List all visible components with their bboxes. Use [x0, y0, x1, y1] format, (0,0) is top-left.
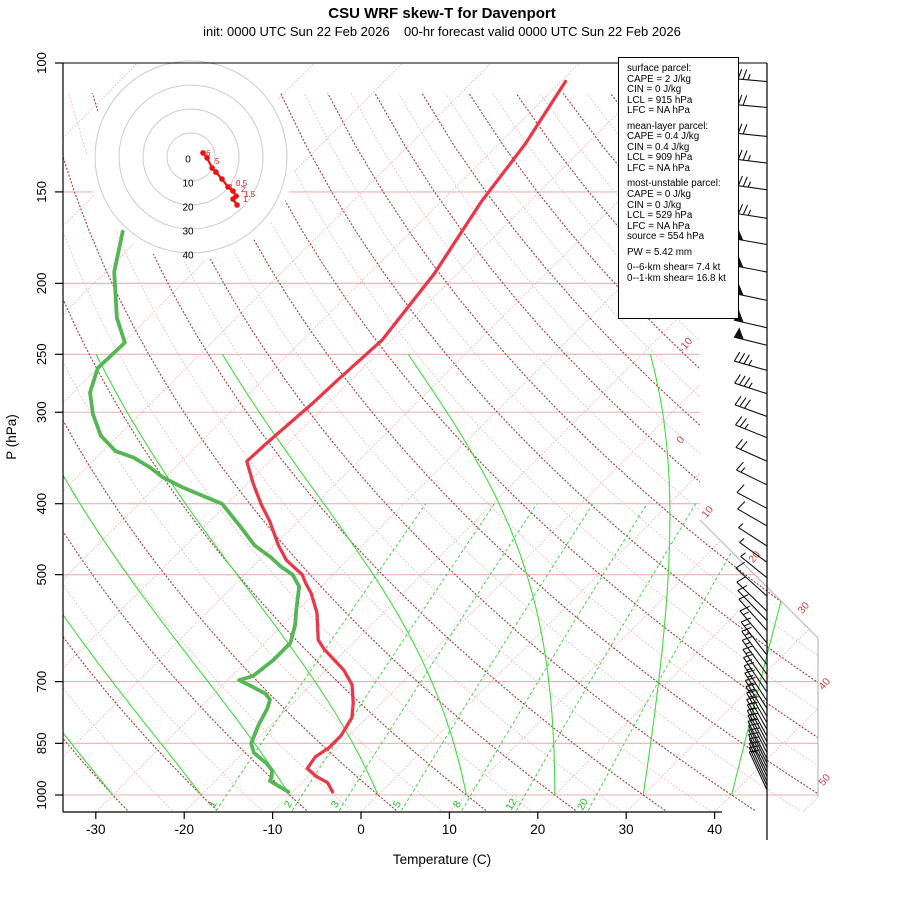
mixing-ratio-label: 20: [575, 796, 591, 812]
isotherm-edge-label: 50: [816, 772, 833, 789]
chart-subtitle: init: 0000 UTC Sun 22 Feb 2026 00-hr for…: [203, 24, 681, 39]
parcel-info-line: LCL = 909 hPa: [627, 152, 693, 164]
pressure-tick-label: 300: [34, 401, 49, 423]
pressure-tick-label: 150: [34, 181, 49, 203]
pressure-tick-label: 250: [34, 343, 49, 365]
hodograph-ring-label: 20: [182, 203, 194, 214]
hodograph-ring-label: 10: [182, 179, 194, 190]
hodograph-height-label: 6: [206, 149, 211, 158]
temperature-tick-label: -20: [174, 822, 194, 837]
mixing-ratio-label: 2: [282, 799, 295, 810]
pressure-tick-label: 400: [34, 493, 49, 515]
parcel-info-line: 0--1-km shear= 16.8 kt: [627, 272, 726, 284]
isotherm-edge-label: 30: [795, 600, 812, 617]
pressure-tick-label: 700: [34, 671, 49, 693]
hodograph-height-label: 2: [241, 185, 246, 194]
parcel-info-line: CIN = 0 J/kg: [627, 84, 682, 96]
hodograph-ring-label: 30: [182, 227, 194, 238]
parcel-info-line: surface parcel:: [627, 63, 692, 74]
parcel-info-line: CIN = 0 J/kg: [627, 199, 682, 211]
pressure-tick-label: 850: [34, 732, 49, 754]
hodograph-height-label: 1.5: [244, 190, 256, 199]
hodograph-height-label: 4: [213, 168, 218, 177]
mixing-ratio-label: 12: [503, 796, 519, 812]
temperature-tick-label: 0: [357, 822, 365, 837]
parcel-info-line: source = 554 hPa: [627, 231, 705, 243]
temperature-tick-label: 10: [442, 822, 457, 837]
pressure-tick-label: 500: [34, 564, 49, 586]
parcel-info-line: CIN = 0.4 J/kg: [627, 141, 690, 153]
temperature-tick-label: 40: [707, 822, 722, 837]
parcel-info-line: LFC = NA hPa: [627, 220, 690, 232]
mixing-ratio-label: 3: [329, 799, 342, 810]
parcel-info-line: mean-layer parcel:: [627, 120, 709, 132]
mixing-ratio-label: 8: [451, 799, 464, 810]
hodograph-ring-label: 40: [182, 251, 194, 262]
bevel-border: [699, 519, 819, 797]
pressure-tick-label: 1000: [34, 781, 49, 810]
parcel-info-line: 0--6-km shear= 7.4 kt: [627, 262, 721, 274]
hodograph-height-label: 0.5: [236, 179, 248, 188]
hodograph-height-label: 5: [215, 157, 220, 166]
parcel-info-line: LFC = NA hPa: [627, 105, 690, 117]
parcel-info-line: CAPE = 2 J/kg: [627, 73, 691, 85]
isotherm-edge-label: 40: [816, 676, 833, 693]
parcel-info-line: LCL = 529 hPa: [627, 210, 693, 222]
pressure-tick-label: 100: [34, 52, 49, 74]
temperature-tick-label: -10: [263, 822, 283, 837]
parcel-info-box: surface parcel: CAPE = 2 J/kg CIN = 0 J/kg…: [618, 57, 739, 319]
dewpoint-curve: [88, 229, 302, 794]
y-axis-title: P (hPa): [4, 414, 19, 460]
temperature-tick-label: -30: [86, 822, 106, 837]
mixing-ratio-label: 1: [206, 799, 219, 810]
temperature-tick-label: 20: [530, 822, 545, 837]
parcel-info-line: most-unstable parcel:: [627, 178, 721, 190]
pressure-tick-label: 200: [34, 273, 49, 295]
isotherm-edge-label: -10: [676, 335, 695, 354]
parcel-info-line: PW = 5.42 mm: [627, 246, 693, 258]
temperature-tick-label: 30: [619, 822, 634, 837]
mixing-ratio-label: 5: [391, 799, 404, 810]
hodograph-ring-label: 0: [185, 155, 191, 166]
hodograph-height-label: 1: [243, 195, 248, 204]
hodograph: 0 10 20 30 40 65 4 0.53 21.51: [87, 53, 295, 262]
isotherm-edge-label: 0: [674, 434, 687, 446]
parcel-info-line: CAPE = 0.4 J/kg: [627, 131, 700, 143]
hodograph-height-label: 3: [228, 183, 233, 192]
parcel-info-line: CAPE = 0 J/kg: [627, 189, 691, 201]
isotherm-edge-label: 10: [699, 504, 716, 521]
parcel-info-line: LFC = NA hPa: [627, 162, 690, 174]
parcel-info-line: LCL = 915 hPa: [627, 94, 693, 106]
x-axis-title: Temperature (C): [393, 852, 491, 867]
chart-title: CSU WRF skew-T for Davenport: [328, 5, 556, 22]
temperature-curve: [245, 79, 568, 794]
